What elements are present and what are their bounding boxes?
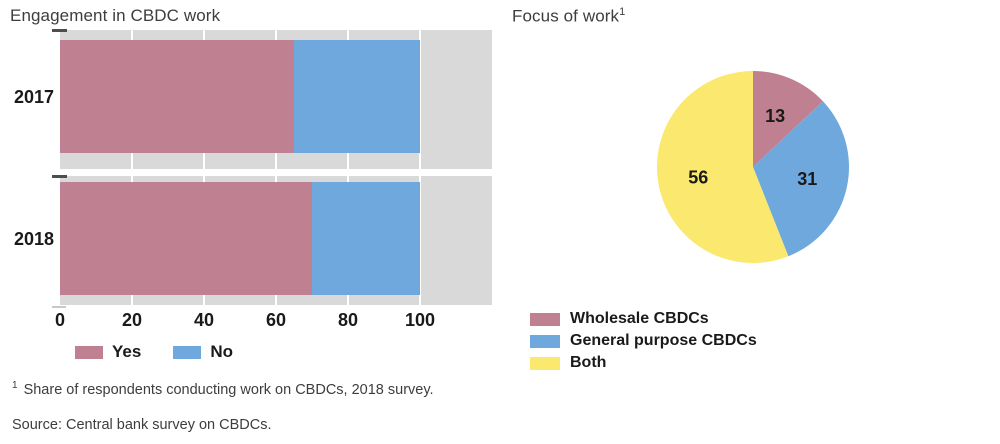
legend-label-no: No — [210, 342, 233, 361]
source-line: Source: Central bank survey on CBDCs. — [12, 417, 272, 433]
bar-segment-2018-no — [312, 182, 420, 295]
legend-label-yes: Yes — [112, 342, 142, 361]
x-tick-label-20: 20 — [122, 310, 142, 330]
pie-slice-general-purpose-cbdcs — [753, 101, 850, 257]
pie-chart-title-footnote-marker: 1 — [619, 6, 626, 18]
legend-label-both: Both — [570, 354, 607, 371]
x-axis-tick-zero — [52, 306, 66, 308]
engagement-bar-chart: 2017 2018 0 20 40 60 80 100 — [14, 29, 492, 330]
pie-chart-title: Focus of work1 — [512, 6, 625, 27]
legend-swatch-both — [530, 356, 560, 370]
y-axis-tick-2017 — [52, 29, 67, 32]
pie-slice-wholesale-cbdcs — [753, 71, 823, 167]
legend-swatch-no — [173, 345, 202, 359]
pie-value-label-both: 56 — [688, 167, 708, 187]
footnote-text: Share of respondents conducting work on … — [23, 381, 434, 398]
pie-chart-legend: Wholesale CBDCs General purpose CBDCs Bo… — [530, 310, 757, 372]
legend-item-general-purpose-cbdcs: General purpose CBDCs — [530, 332, 757, 350]
bar-segment-2018-yes — [60, 182, 312, 295]
focus-pie-chart: 13 31 56 — [657, 71, 850, 263]
legend-item-yes: Yes — [75, 342, 141, 362]
footnote: 1 Share of respondents conducting work on… — [12, 380, 434, 398]
pie-value-label-general-purpose-cbdcs: 31 — [797, 169, 817, 189]
pie-chart-title-text: Focus of work — [512, 6, 620, 26]
legend-label-general-purpose-cbdcs: General purpose CBDCs — [570, 332, 757, 349]
bar-segment-2017-no — [294, 40, 420, 153]
legend-item-wholesale-cbdcs: Wholesale CBDCs — [530, 310, 709, 328]
legend-item-no: No — [173, 342, 233, 362]
x-tick-label-60: 60 — [266, 310, 286, 330]
category-label-2018: 2018 — [14, 229, 54, 249]
y-axis-tick-2018 — [52, 175, 67, 178]
x-tick-label-100: 100 — [405, 310, 435, 330]
x-tick-label-0: 0 — [55, 310, 65, 330]
x-tick-label-80: 80 — [338, 310, 358, 330]
pie-slice-both — [657, 71, 789, 263]
category-label-2017: 2017 — [14, 87, 54, 107]
bar-segment-2017-yes — [60, 40, 294, 153]
bar-chart-legend: Yes No — [75, 342, 265, 362]
legend-label-wholesale-cbdcs: Wholesale CBDCs — [570, 310, 709, 327]
legend-item-both: Both — [530, 354, 606, 372]
x-tick-label-40: 40 — [194, 310, 214, 330]
pie-value-label-wholesale-cbdcs: 13 — [765, 106, 785, 126]
footnote-marker: 1 — [12, 380, 18, 391]
legend-swatch-general-purpose-cbdcs — [530, 334, 560, 348]
legend-swatch-yes — [75, 345, 103, 359]
legend-swatch-wholesale-cbdcs — [530, 312, 560, 326]
bar-chart-title: Engagement in CBDC work — [10, 6, 221, 25]
